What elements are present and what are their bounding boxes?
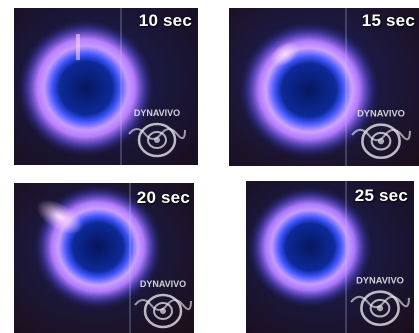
corona-ring-image (246, 181, 414, 333)
time-label: 20 sec (136, 188, 190, 207)
image-panel-10-sec: 10 sec DYNAVIVO (14, 8, 198, 165)
time-label: 15 sec (361, 11, 415, 30)
time-label: 25 sec (354, 186, 408, 205)
image-panel-20-sec: 20 sec DYNAVIVO (14, 183, 194, 333)
image-panel-25-sec: 25 sec DYNAVIVO (246, 181, 414, 333)
corona-ring-image (14, 8, 198, 165)
time-label: 10 sec (138, 11, 192, 30)
corona-ring-image (14, 183, 194, 333)
image-panel-15-sec: 15 sec DYNAVIVO (229, 8, 419, 166)
corona-ring-image (229, 8, 419, 166)
